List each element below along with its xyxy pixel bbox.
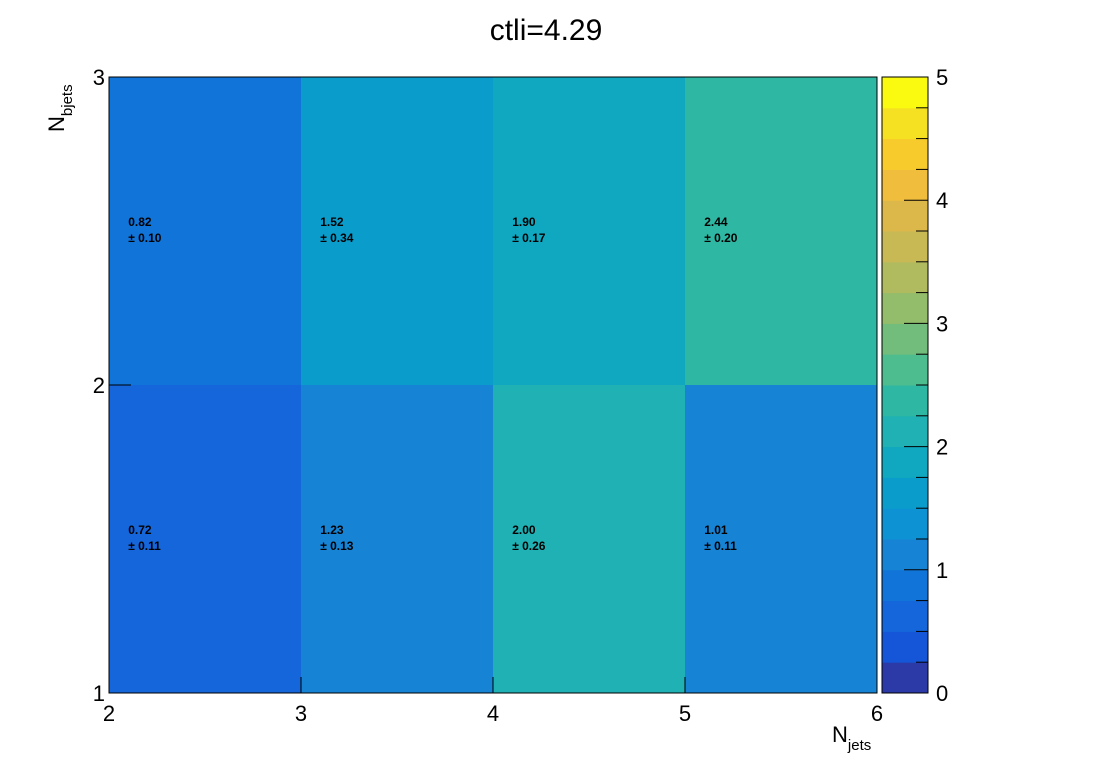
color-scale-band-5	[882, 508, 928, 540]
color-scale-band-1	[882, 631, 928, 663]
x-axis-label-sub: jets	[847, 737, 871, 754]
cell-value-5: 1.52	[320, 215, 344, 229]
color-scale-band-14	[882, 231, 928, 263]
color-scale-band-12	[882, 292, 928, 324]
color-scale-tick-label-2: 2	[936, 435, 948, 460]
heatmap-cell-0	[109, 385, 301, 693]
color-scale-band-11	[882, 323, 928, 355]
chart-title: ctli=4.29	[490, 14, 603, 47]
x-axis: 2 3 4 5 6	[103, 677, 883, 726]
color-scale-band-2	[882, 600, 928, 632]
cell-value-1: 1.23	[320, 523, 344, 537]
cell-error-6: ± 0.17	[512, 231, 546, 245]
color-scale-band-8	[882, 415, 928, 448]
cell-value-0: 0.72	[128, 523, 152, 537]
y-tick-label-1: 2	[93, 373, 105, 398]
y-axis-label-main: N	[44, 116, 69, 132]
heatmap-cell-3	[685, 385, 877, 693]
cell-error-1: ± 0.13	[320, 539, 354, 553]
heatmap-cell-labels: 0.72 ± 0.11 1.23 ± 0.13 2.00 ± 0.26 1.01 ± 0.11…	[128, 215, 738, 553]
y-axis-label-sub: bjets	[59, 84, 76, 116]
color-scale-band-17	[882, 138, 928, 170]
color-scale-band-16	[882, 169, 928, 201]
x-tick-label-3: 5	[679, 701, 691, 726]
cell-error-7: ± 0.20	[704, 231, 738, 245]
cell-value-2: 2.00	[512, 523, 536, 537]
heatmap-cell-4	[109, 77, 301, 385]
heatmap-cell-7	[685, 77, 877, 385]
x-tick-label-4: 6	[871, 701, 883, 726]
cell-error-3: ± 0.11	[704, 539, 737, 553]
heatmap-cell-1	[301, 385, 493, 693]
cell-value-4: 0.82	[128, 215, 152, 229]
heatmap-cell-6	[493, 77, 685, 385]
color-scale-bar	[881, 76, 929, 694]
color-scale-tick-label-0: 0	[936, 681, 948, 706]
color-scale-axis: 0 1 2 3 4 5	[904, 65, 948, 706]
color-scale-tick-label-5: 5	[936, 65, 948, 90]
y-tick-label-0: 1	[93, 681, 105, 706]
cell-value-7: 2.44	[704, 215, 728, 229]
cell-error-0: ± 0.11	[128, 539, 161, 553]
x-tick-label-1: 3	[295, 701, 307, 726]
color-scale-band-9	[882, 385, 928, 417]
heatmap-cell-5	[301, 77, 493, 385]
heatmap-cell-2	[493, 385, 685, 693]
y-axis-label: Nbjets	[44, 84, 76, 132]
y-axis: 1 2 3	[93, 65, 131, 706]
color-scale-band-10	[882, 354, 928, 386]
heatmap-cells	[109, 77, 877, 693]
cell-value-6: 1.90	[512, 215, 536, 229]
x-axis-label: Njets	[832, 722, 871, 754]
cell-error-4: ± 0.10	[128, 231, 162, 245]
color-scale-tick-label-1: 1	[936, 558, 948, 583]
color-scale-band-6	[882, 477, 928, 509]
color-scale-band-4	[882, 539, 928, 571]
color-scale-band-0	[882, 662, 928, 694]
y-tick-label-2: 3	[93, 65, 105, 90]
cell-error-5: ± 0.34	[320, 231, 354, 245]
color-scale-tick-label-4: 4	[936, 188, 948, 213]
x-tick-label-0: 2	[103, 701, 115, 726]
color-scale-band-19	[882, 77, 928, 109]
color-scale-band-13	[882, 261, 928, 294]
color-scale-band-7	[882, 446, 928, 478]
cell-error-2: ± 0.26	[512, 539, 546, 553]
x-tick-label-2: 4	[487, 701, 499, 726]
x-axis-label-main: N	[832, 722, 848, 747]
color-scale-band-15	[882, 200, 928, 232]
color-scale-band-3	[882, 569, 928, 602]
color-scale-tick-label-3: 3	[936, 311, 948, 336]
color-scale-band-18	[882, 107, 928, 140]
cell-value-3: 1.01	[704, 523, 728, 537]
